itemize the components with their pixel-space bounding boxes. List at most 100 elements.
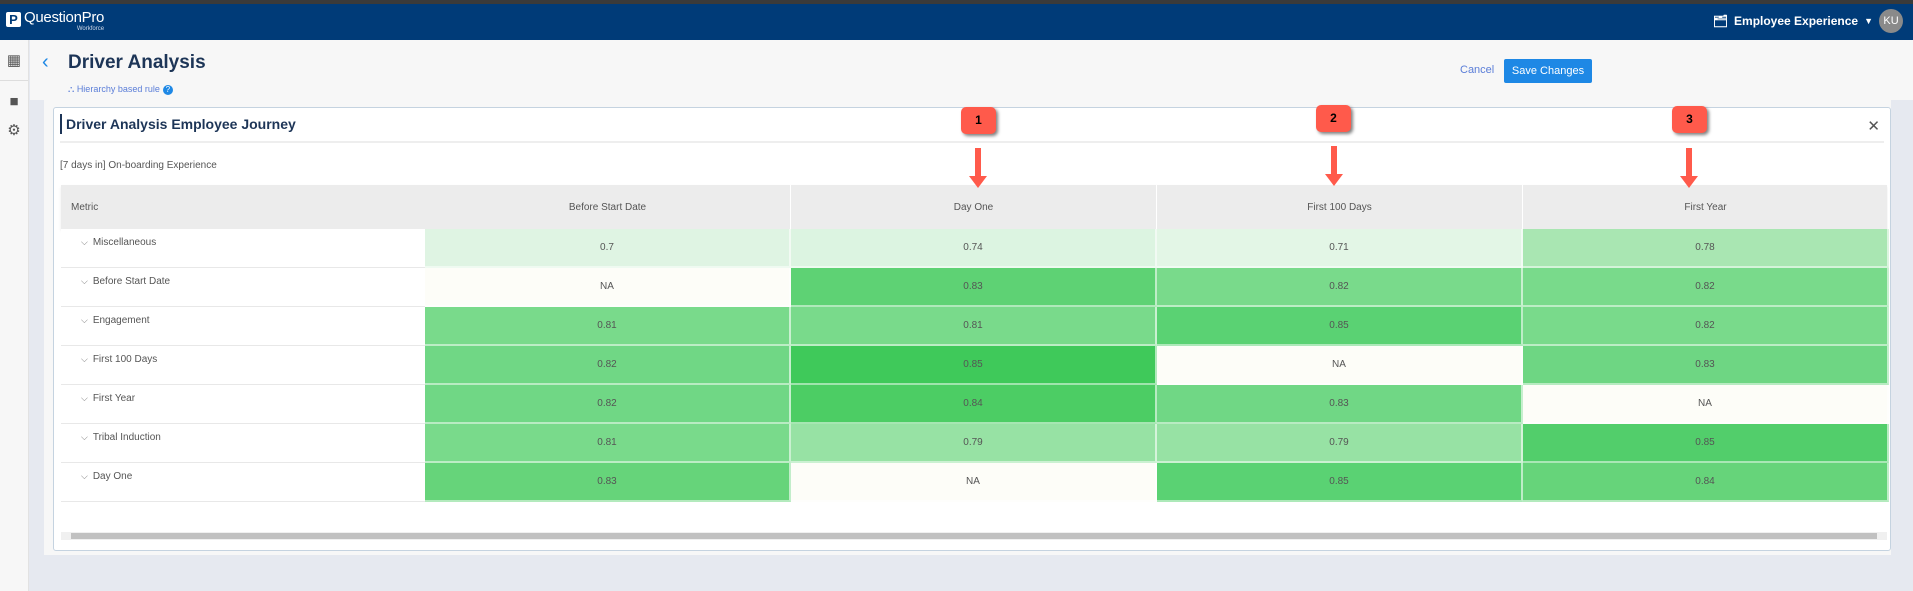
annotation-badge-2: 2 bbox=[1316, 105, 1351, 132]
value-cell: 0.74 bbox=[791, 229, 1157, 268]
value-cell: 0.79 bbox=[791, 424, 1157, 463]
column-header: Day One bbox=[791, 185, 1157, 229]
value-cell: 0.84 bbox=[1523, 463, 1889, 502]
value-cell: 0.83 bbox=[425, 463, 791, 502]
metric-label: First 100 Days bbox=[92, 354, 158, 365]
value-cell: 0.78 bbox=[1523, 229, 1889, 268]
table-row: ⌵ First 100 Days 0.82 0.85 NA 0.83 bbox=[61, 346, 1889, 385]
metric-label: First Year bbox=[92, 393, 136, 404]
chevron-down-icon[interactable]: ⌵ bbox=[81, 237, 88, 247]
save-changes-button[interactable]: Save Changes bbox=[1504, 59, 1592, 83]
value-cell: 0.82 bbox=[1157, 268, 1523, 307]
value-cell: 0.85 bbox=[791, 346, 1157, 385]
column-header: First Year bbox=[1523, 185, 1889, 229]
table-row: ⌵ Before Start Date NA 0.83 0.82 0.82 bbox=[61, 268, 1889, 307]
value-cell: 0.85 bbox=[1523, 424, 1889, 463]
metric-cell[interactable]: ⌵ Before Start Date bbox=[61, 268, 425, 307]
value-cell: 0.79 bbox=[1157, 424, 1523, 463]
chevron-down-icon[interactable]: ⌵ bbox=[81, 393, 88, 403]
chevron-down-icon[interactable]: ⌵ bbox=[81, 354, 88, 364]
column-header: Metric bbox=[61, 185, 425, 229]
metric-label: Before Start Date bbox=[92, 276, 171, 287]
scrollbar-thumb[interactable] bbox=[71, 533, 1877, 539]
value-cell: 0.7 bbox=[425, 229, 791, 268]
metric-cell[interactable]: ⌵ First Year bbox=[61, 385, 425, 424]
metric-cell[interactable]: ⌵ First 100 Days bbox=[61, 346, 425, 385]
help-icon[interactable]: ? bbox=[162, 85, 173, 95]
hierarchy-icon: ⛬ bbox=[68, 84, 77, 94]
value-cell: 0.82 bbox=[425, 385, 791, 424]
page-title: Driver Analysis bbox=[68, 52, 206, 73]
value-cell: 0.71 bbox=[1157, 229, 1523, 268]
value-cell: NA bbox=[1523, 385, 1889, 424]
value-cell: 0.83 bbox=[1523, 346, 1889, 385]
value-cell: NA bbox=[425, 268, 791, 307]
metric-cell[interactable]: ⌵ Engagement bbox=[61, 307, 425, 346]
chevron-down-icon[interactable]: ⌵ bbox=[81, 276, 88, 286]
dashboard-icon[interactable]: ▦ bbox=[0, 40, 28, 81]
chevron-down-icon[interactable]: ⌵ bbox=[81, 432, 88, 442]
avatar[interactable]: KU bbox=[1879, 9, 1903, 33]
top-nav: P QuestionPro Workforce 🗂 Employee Exper… bbox=[0, 4, 1913, 40]
chevron-down-icon[interactable]: ⌵ bbox=[81, 471, 88, 481]
content-gutter-right bbox=[1891, 100, 1913, 555]
driver-table: Metric Before Start Date Day One First 100 … bbox=[61, 185, 1889, 502]
horizontal-scrollbar[interactable] bbox=[61, 532, 1887, 540]
annotation-arrow-icon bbox=[1680, 148, 1698, 188]
logo-subtext: Workforce bbox=[76, 26, 105, 32]
product-switcher-icon: 🗂 bbox=[1712, 14, 1729, 28]
table-row: ⌵ Engagement 0.81 0.81 0.85 0.82 bbox=[61, 307, 1889, 346]
gear-icon[interactable]: ⚙ bbox=[7, 122, 21, 139]
logo-words: QuestionPro Workforce bbox=[24, 9, 104, 33]
value-cell: 0.83 bbox=[791, 268, 1157, 307]
metric-label: Day One bbox=[92, 471, 133, 482]
table-row: ⌵ First Year 0.82 0.84 0.83 NA bbox=[61, 385, 1889, 424]
metric-cell[interactable]: ⌵ Tribal Induction bbox=[61, 424, 425, 463]
hierarchy-rule-label: Hierarchy based rule bbox=[76, 84, 160, 94]
product-switcher[interactable]: Employee Experience bbox=[1734, 14, 1859, 28]
annotation-badge-3: 3 bbox=[1672, 106, 1707, 133]
value-cell: NA bbox=[1157, 346, 1523, 385]
chevron-down-icon[interactable]: ⌵ bbox=[81, 315, 88, 325]
card-subtitle: [7 days in] On-boarding Experience bbox=[60, 160, 217, 171]
divider bbox=[60, 141, 1884, 143]
metric-label: Tribal Induction bbox=[92, 432, 161, 443]
value-cell: 0.83 bbox=[1157, 385, 1523, 424]
hierarchy-rule-link[interactable]: ⛬ Hierarchy based rule? bbox=[68, 84, 173, 95]
annotation-arrow-icon bbox=[969, 148, 987, 188]
table-row: ⌵ Miscellaneous 0.7 0.74 0.71 0.78 bbox=[61, 229, 1889, 268]
column-header: Before Start Date bbox=[425, 185, 791, 229]
value-cell: 0.82 bbox=[1523, 268, 1889, 307]
metric-cell[interactable]: ⌵ Miscellaneous bbox=[61, 229, 425, 268]
value-cell: 0.81 bbox=[425, 307, 791, 346]
folder-icon[interactable]: ■ bbox=[9, 93, 19, 110]
logo-text: QuestionPro bbox=[24, 9, 105, 26]
card-title: Driver Analysis Employee Journey bbox=[60, 114, 296, 134]
column-header: First 100 Days bbox=[1157, 185, 1523, 229]
value-cell: 0.84 bbox=[791, 385, 1157, 424]
annotation-badge-1: 1 bbox=[961, 107, 996, 134]
cancel-button[interactable]: Cancel bbox=[1460, 64, 1495, 76]
window-top-strip bbox=[0, 0, 1913, 4]
table-row: ⌵ Tribal Induction 0.81 0.79 0.79 0.85 bbox=[61, 424, 1889, 463]
value-cell: 0.85 bbox=[1157, 463, 1523, 502]
caret-down-icon[interactable]: ▼ bbox=[1864, 16, 1873, 26]
close-icon[interactable]: ✕ bbox=[1867, 118, 1880, 135]
value-cell: 0.82 bbox=[425, 346, 791, 385]
value-cell: NA bbox=[791, 463, 1157, 502]
back-chevron-icon[interactable]: ‹ bbox=[42, 51, 49, 73]
table-row: ⌵ Day One 0.83 NA 0.85 0.84 bbox=[61, 463, 1889, 502]
metric-label: Engagement bbox=[92, 315, 150, 326]
value-cell: 0.85 bbox=[1157, 307, 1523, 346]
questionpro-logo[interactable]: P QuestionPro Workforce bbox=[6, 9, 104, 33]
driver-analysis-card: Driver Analysis Employee Journey ✕ [7 da… bbox=[53, 107, 1891, 551]
metric-cell[interactable]: ⌵ Day One bbox=[61, 463, 425, 502]
value-cell: 0.82 bbox=[1523, 307, 1889, 346]
table-header-row: Metric Before Start Date Day One First 100 … bbox=[61, 185, 1889, 229]
annotation-arrow-icon bbox=[1325, 146, 1343, 186]
content-gutter bbox=[30, 100, 44, 555]
value-cell: 0.81 bbox=[791, 307, 1157, 346]
metric-label: Miscellaneous bbox=[92, 237, 157, 248]
logo-mark-icon: P bbox=[6, 12, 21, 27]
value-cell: 0.81 bbox=[425, 424, 791, 463]
